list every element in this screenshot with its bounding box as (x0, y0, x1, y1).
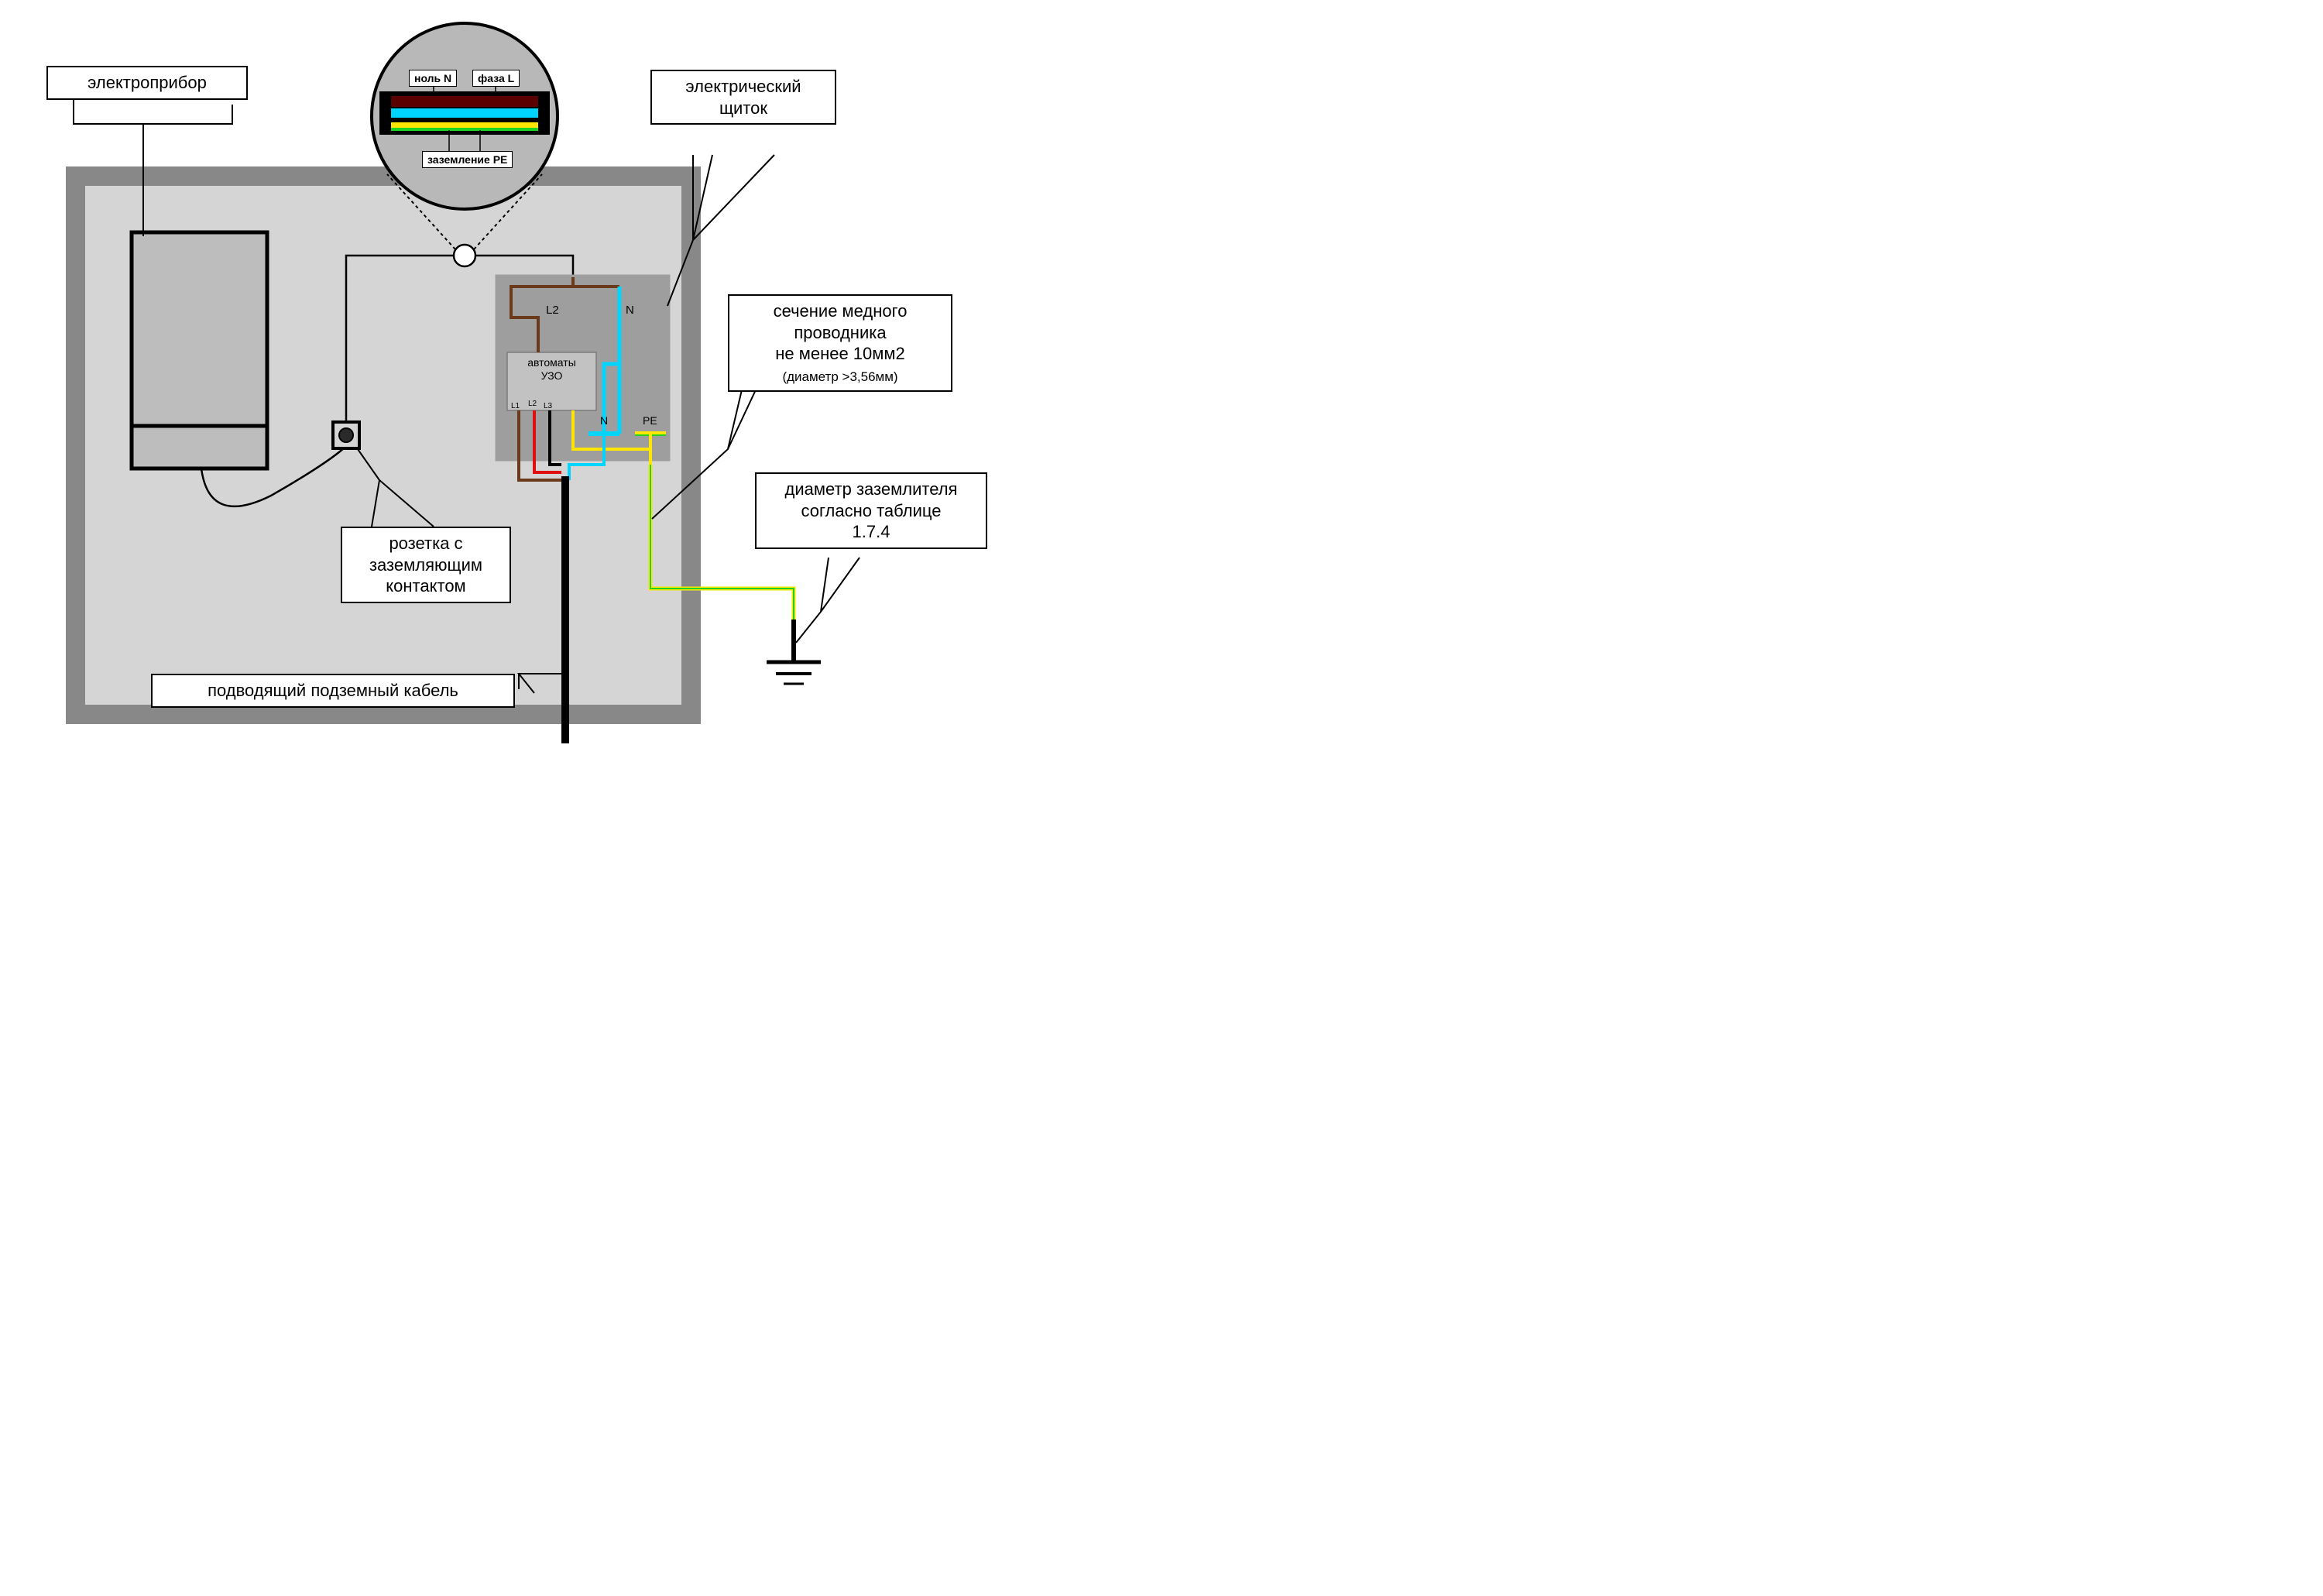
diagram-canvas: L2 N N PE L1 L2 L3 электроприбор электри… (0, 0, 1162, 798)
socket-label: розетка сзаземляющимконтактом (369, 534, 482, 595)
cable-callout: подводящий подземный кабель (151, 674, 515, 708)
ground-pe-label: заземление PE (422, 151, 513, 168)
socket-icon (333, 422, 359, 448)
l2-label: L2 (528, 400, 537, 408)
appliance-box (132, 232, 267, 469)
conductor-callout: сечение медногопроводникане менее 10мм2(… (728, 294, 952, 392)
l2-top-label: L2 (546, 304, 559, 317)
ground-rod-label: диаметр заземлителясогласно таблице1.7.4 (785, 479, 958, 541)
l3-label: L3 (544, 402, 553, 410)
panel-callout: электрическийщиток (650, 70, 836, 125)
breaker-label: автоматыУЗО (507, 356, 596, 383)
ground-symbol (767, 620, 821, 684)
phase-l-label: фаза L (472, 70, 520, 87)
ground-rod-callout: диаметр заземлителясогласно таблице1.7.4 (755, 472, 987, 549)
l1-label: L1 (511, 402, 520, 410)
null-n-label: ноль N (409, 70, 457, 87)
socket-callout: розетка сзаземляющимконтактом (341, 527, 511, 603)
appliance-callout: электроприбор (46, 66, 248, 100)
zoom-circle (372, 23, 558, 209)
cable-label: подводящий подземный кабель (208, 681, 458, 700)
pe-label: PE (643, 414, 657, 427)
conductor-label: сечение медногопроводникане менее 10мм2(… (774, 301, 908, 385)
appliance-label: электроприбор (87, 73, 207, 92)
n-top-label: N (626, 304, 634, 317)
n-bot-label: N (600, 414, 608, 427)
panel-label: электрическийщиток (685, 77, 801, 118)
